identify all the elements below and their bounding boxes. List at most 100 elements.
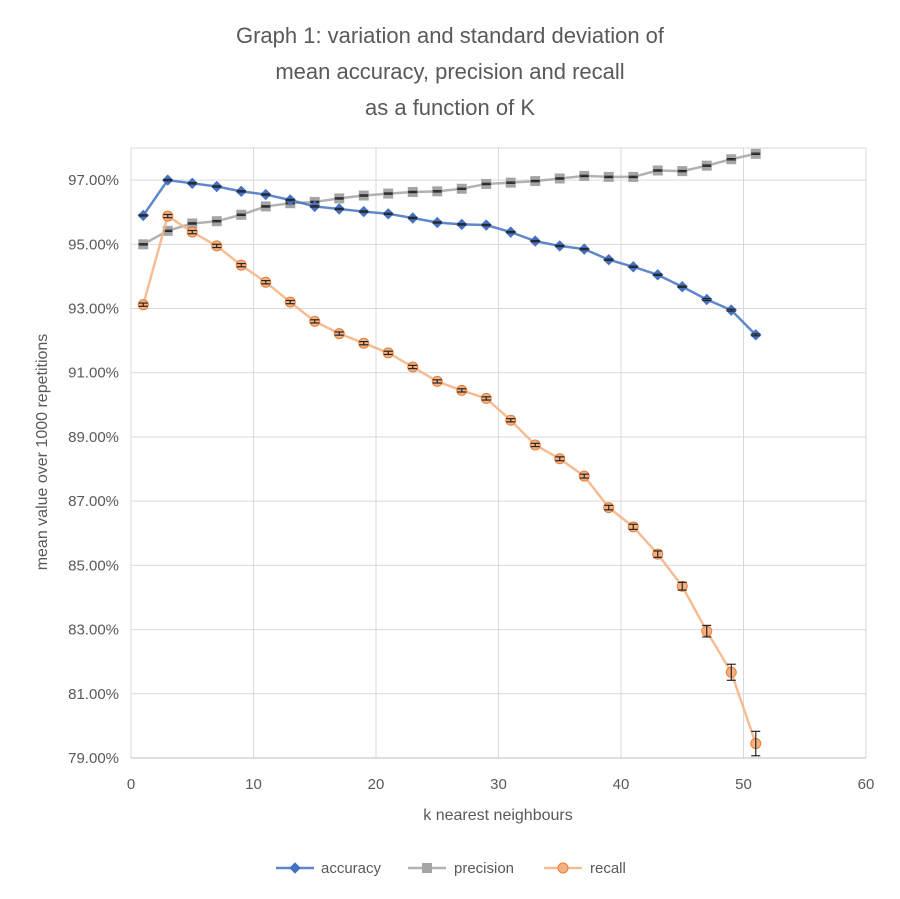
legend-swatch-marker <box>289 862 301 874</box>
chart-title-line-2: mean accuracy, precision and recall <box>275 59 624 84</box>
precision-error-bar <box>530 179 540 183</box>
recall-error-bar <box>579 473 589 479</box>
chart-title: Graph 1: variation and standard deviatio… <box>236 23 665 120</box>
recall-error-bar <box>604 504 614 511</box>
accuracy-error-bar <box>604 258 614 261</box>
precision-line <box>142 152 757 246</box>
precision-error-bar <box>359 194 369 197</box>
accuracy-error-bar <box>163 178 173 182</box>
recall-error-bar <box>212 243 222 249</box>
gridlines <box>130 147 867 759</box>
y-tick-label: 81.00% <box>68 686 119 703</box>
recall-error-bar <box>726 663 736 681</box>
precision-error-bar <box>628 175 638 179</box>
accuracy-line <box>142 178 757 336</box>
recall-error-bar <box>555 456 565 462</box>
y-tick-label: 79.00% <box>68 750 119 767</box>
recall-error-bar <box>310 319 320 324</box>
precision-error-bar <box>432 190 442 193</box>
accuracy-error-bar <box>383 212 393 216</box>
recall-error-bar <box>383 350 393 356</box>
precision-error-bar <box>604 175 614 179</box>
accuracy-error-bar <box>212 185 222 188</box>
accuracy-error-bar <box>236 190 246 193</box>
recall-error-bar <box>408 364 418 370</box>
x-axis-tick-labels: 0 10 20 30 40 50 60 <box>127 776 875 793</box>
x-tick-label: 60 <box>858 776 875 793</box>
recall-error-bar <box>481 396 491 401</box>
series-precision <box>138 148 761 250</box>
precision-error-bar <box>751 152 761 156</box>
recall-error-bar <box>334 331 344 336</box>
accuracy-error-bar <box>187 182 197 185</box>
y-tick-label: 89.00% <box>68 429 119 446</box>
legend-label-recall: recall <box>590 860 626 877</box>
accuracy-error-bar <box>751 333 761 337</box>
legend-swatch-marker <box>422 863 432 873</box>
recall-error-bar <box>359 340 369 346</box>
y-tick-label: 85.00% <box>68 557 119 574</box>
accuracy-error-bar <box>628 265 638 269</box>
accuracy-error-bar <box>457 223 467 226</box>
y-tick-label: 87.00% <box>68 493 119 510</box>
recall-error-bar <box>677 581 687 591</box>
precision-error-bar <box>261 205 271 208</box>
accuracy-error-bar <box>138 214 148 217</box>
y-tick-label: 91.00% <box>68 365 119 382</box>
recall-error-bar <box>530 442 540 448</box>
precision-error-bar <box>653 169 663 172</box>
precision-error-bar <box>726 157 736 161</box>
precision-error-bar <box>212 219 222 223</box>
recall-error-bar <box>506 418 516 423</box>
series-accuracy <box>137 174 762 341</box>
series-recall <box>137 210 762 757</box>
accuracy-error-bar <box>359 210 369 213</box>
y-tick-label: 83.00% <box>68 622 119 639</box>
accuracy-error-bar <box>579 247 589 251</box>
accuracy-error-bar <box>408 216 418 220</box>
precision-error-bar <box>555 177 565 180</box>
precision-error-bar <box>677 169 687 173</box>
recall-error-bar <box>187 229 197 235</box>
recall-error-bar <box>628 523 638 531</box>
y-axis-title: mean value over 1000 repetitions <box>34 334 51 571</box>
x-tick-label: 40 <box>613 776 630 793</box>
legend-item-accuracy: accuracy <box>276 860 382 877</box>
recall-error-bar <box>236 262 246 268</box>
chart-title-line-3: as a function of K <box>365 95 535 120</box>
precision-error-bar <box>138 243 148 246</box>
legend-item-precision: precision <box>408 860 514 877</box>
precision-error-bar <box>408 190 418 194</box>
recall-error-bar <box>261 279 271 285</box>
series-layer <box>137 148 762 757</box>
chart-title-line-1: Graph 1: variation and standard deviatio… <box>236 23 665 48</box>
legend-label-precision: precision <box>454 860 514 877</box>
recall-error-bar <box>751 730 761 757</box>
accuracy-error-bar <box>555 244 565 248</box>
x-tick-label: 20 <box>368 776 385 793</box>
precision-error-bar <box>506 181 516 184</box>
precision-error-bar <box>579 174 589 178</box>
legend-item-recall: recall <box>544 860 626 877</box>
x-axis-title: k nearest neighbours <box>423 807 572 824</box>
recall-error-bar <box>138 302 148 307</box>
x-tick-label: 0 <box>127 776 135 793</box>
accuracy-error-bar <box>702 297 712 302</box>
accuracy-error-bar <box>726 308 736 312</box>
accuracy-error-bar <box>677 285 687 288</box>
legend-label-accuracy: accuracy <box>321 860 382 877</box>
accuracy-error-bar <box>310 205 320 208</box>
y-tick-label: 97.00% <box>68 172 119 189</box>
precision-error-bar <box>383 192 393 195</box>
precision-error-bar <box>236 213 246 217</box>
y-tick-label: 93.00% <box>68 301 119 318</box>
recall-error-bar <box>285 299 295 305</box>
y-tick-label: 95.00% <box>68 236 119 253</box>
accuracy-error-bar <box>653 273 663 277</box>
precision-error-bar <box>187 222 197 225</box>
precision-error-bar <box>457 187 467 191</box>
recall-line <box>142 214 757 744</box>
x-tick-label: 50 <box>735 776 752 793</box>
